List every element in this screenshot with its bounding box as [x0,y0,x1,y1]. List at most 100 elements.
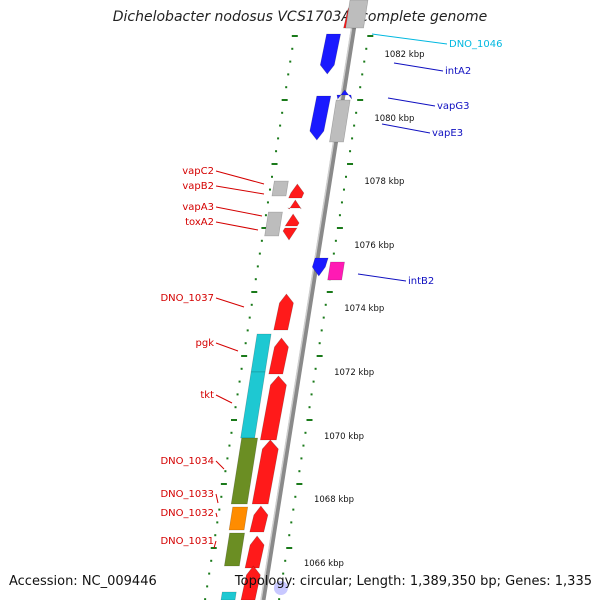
ring-dot [320,329,323,332]
scale-label: 1082 kbp [384,50,424,60]
ring-dot [220,495,223,498]
label-connector [213,540,217,549]
gene-arrow [249,505,269,533]
scale-labels: 1082 kbp 1080 kbp 1078 kbp 1076 kbp 1074 kbp… [304,50,425,569]
gene-label-vapg3: vapG3 [437,101,470,112]
ring-dot [226,457,229,460]
ring-dot [210,559,213,562]
ring-dot [336,227,343,229]
scale-label: 1072 kbp [334,368,374,378]
ring-dot [310,393,313,396]
ring-dot [326,291,333,293]
gene-arrow [251,439,279,505]
label-connector [215,221,259,231]
ring-dot [228,444,231,447]
label-connector [215,297,245,308]
ring-dot [278,598,281,600]
cog-track [220,333,288,600]
ring-dot [288,534,291,537]
ring-dot [271,163,278,165]
ring-dot [363,60,366,63]
gene-arrow [309,95,332,141]
gene-arrow [319,33,341,75]
ring-dot [268,188,271,191]
ring-dot [260,239,263,242]
ring-dot [287,73,290,76]
ring-dot [338,214,341,217]
gene-arrow [273,293,294,331]
ring-dot [324,303,327,306]
ring-dot [266,201,269,204]
label-connector [215,493,219,504]
gene-label-intb2: intB2 [408,276,434,287]
ring-dot [208,572,211,575]
ring-dot [282,572,285,575]
ring-dot [258,252,261,255]
gene-label-vape3: vapE3 [432,128,463,139]
ring-dot [220,483,227,485]
gene-arrow [264,211,283,237]
gene-arrow [327,261,345,281]
ring-dot [361,73,364,76]
scale-label: 1080 kbp [374,114,414,124]
ring-dot [248,316,251,319]
ring-dot [318,342,321,345]
ring-dot [298,470,301,473]
scale-label: 1076 kbp [354,241,394,251]
ring-dot [261,227,268,229]
ring-dot [291,35,298,37]
label-connector [215,342,239,352]
cog-block [250,333,272,373]
ring-dot [231,419,237,421]
ring-dot [296,483,303,485]
ring-dot [250,303,253,306]
ring-dot [224,470,227,473]
ring-dot [275,150,278,153]
ring-dot [236,393,239,396]
ring-dot [314,367,317,370]
ring-dot [204,598,207,600]
ring-dot [289,60,292,63]
ring-dot [316,355,323,357]
ring-dot [334,239,337,242]
cog-block [228,506,249,531]
gene-arrow [287,199,302,210]
cog-block [224,532,245,567]
ring-dot [353,124,356,127]
ring-dot [300,457,303,460]
topology-text: Topology: circular; Length: 1,389,350 bp… [234,574,592,589]
label-connector [371,33,448,45]
ring-dot [238,380,241,383]
ring-dot [218,508,221,511]
ring-dot [271,175,274,178]
ring-dot [302,444,305,447]
label-connector [357,273,407,282]
ring-dot [214,534,217,537]
ring-dot [365,47,368,50]
gene-track [240,0,369,600]
ring-dot [216,521,219,524]
ring-dot [284,559,287,562]
ring-dot [281,111,284,114]
ring-dot [286,547,293,549]
gene-label-inta2: intA2 [445,66,471,77]
label-connector [215,460,225,470]
gene-arrow [268,337,289,375]
ring-dot [241,355,248,357]
ring-dot [256,265,259,268]
ring-dot [345,175,348,178]
ring-dot [279,124,282,127]
gene-label-vapa3: vapA3 [182,202,214,213]
ring-dot [254,278,257,281]
gene-label-vapb2: vapB2 [182,181,214,192]
scale-label: 1074 kbp [344,304,384,314]
gene-arrow [345,0,369,29]
gene-label-dno_1046: DNO_1046 [449,39,503,50]
ring-dot [322,316,325,319]
backbone [260,0,361,600]
gene-label-tkt: tkt [200,390,214,401]
ring-dot [251,291,258,293]
scale-label: 1070 kbp [324,432,364,442]
ring-dot [304,431,307,434]
